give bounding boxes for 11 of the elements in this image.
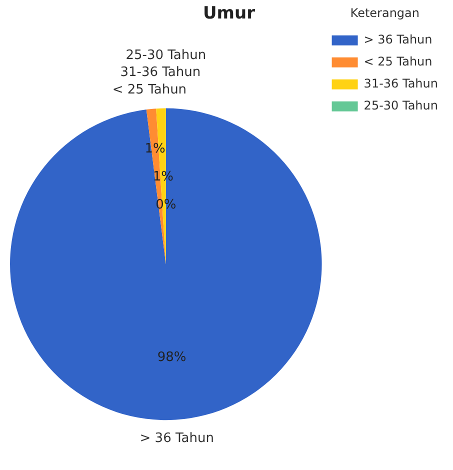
- slice-label: > 36 Tahun: [140, 430, 214, 446]
- legend-label: < 25 Tahun: [364, 54, 432, 69]
- category-label: 25-30 Tahun: [126, 48, 206, 63]
- data-label: 98%: [157, 350, 186, 365]
- slice-label: 31-36 Tahun: [120, 65, 201, 80]
- slice-label: < 25 Tahun: [112, 82, 187, 98]
- legend-label: > 36 Tahun: [364, 32, 432, 47]
- legend-label: 25-30 Tahun: [364, 98, 438, 113]
- legend-label: 31-36 Tahun: [364, 76, 438, 91]
- chart-title: Umur: [202, 4, 256, 24]
- legend-title: Keterangan: [350, 6, 420, 20]
